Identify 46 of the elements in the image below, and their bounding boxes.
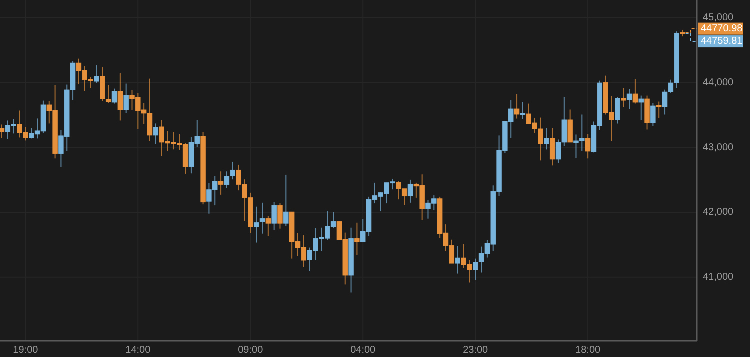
candlestick — [562, 96, 567, 147]
candlestick — [520, 102, 526, 120]
candlestick — [147, 78, 153, 142]
candlestick — [514, 94, 520, 120]
candlestick — [0, 124, 5, 139]
candlestick — [266, 216, 272, 237]
candlestick — [585, 134, 591, 160]
candlestick — [455, 246, 460, 274]
x-tick-label: 23:00 — [463, 345, 489, 356]
x-tick-label: 04:00 — [350, 345, 376, 356]
text: 44759.81 — [701, 36, 744, 48]
candlestick — [278, 203, 283, 230]
candlestick — [650, 102, 656, 127]
candlestick — [632, 78, 638, 104]
candlestick — [124, 83, 129, 114]
candlestick — [408, 179, 414, 204]
candlestick — [656, 101, 662, 119]
candlestick — [118, 72, 124, 122]
candlestick — [218, 171, 224, 196]
candlestick — [615, 96, 620, 124]
candlestick — [620, 88, 626, 108]
candlestick — [544, 128, 550, 150]
candlestick — [638, 95, 644, 121]
y-tick-label: 45,000 — [703, 12, 734, 24]
candlestick — [112, 88, 118, 104]
candlestick — [354, 222, 360, 256]
candlestick — [644, 95, 650, 130]
candlestick — [550, 128, 556, 166]
y-tick-label: 43,000 — [703, 142, 734, 154]
candlestick — [260, 202, 266, 234]
x-tick-label: 14:00 — [126, 345, 152, 356]
x-tick-label: 19:00 — [13, 345, 39, 356]
y-tick-label: 42,000 — [703, 207, 734, 218]
y-tick-label: 44,000 — [703, 77, 734, 88]
candlestick — [626, 88, 632, 110]
candlestick — [556, 139, 562, 164]
candlestick — [153, 123, 159, 144]
x-tick-label: 09:00 — [238, 345, 264, 356]
x-tick-label: 18:00 — [576, 345, 602, 356]
candlestick — [272, 202, 277, 231]
candlestick — [94, 65, 100, 84]
candlestick — [284, 174, 289, 227]
candlestick — [254, 206, 260, 244]
candlestick — [568, 109, 573, 143]
y-tick-label: 41,000 — [703, 272, 734, 284]
text: 44770.98 — [701, 23, 744, 34]
